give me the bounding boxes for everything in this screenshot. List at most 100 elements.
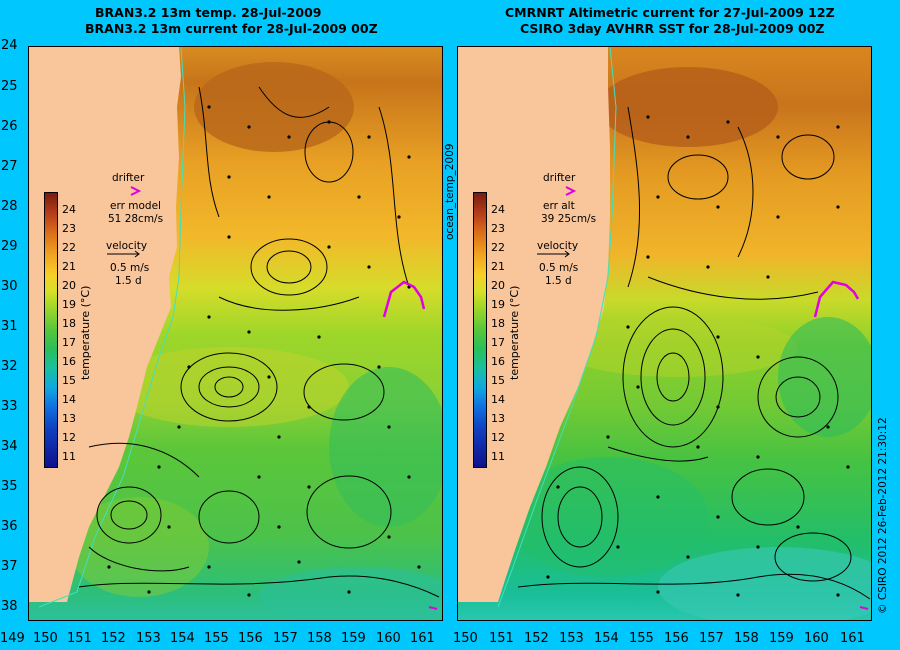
cb-tick: 19 xyxy=(62,298,76,311)
lat-label: 26 xyxy=(1,119,18,134)
lat-label: 32 xyxy=(1,359,18,374)
lon-label: 153 xyxy=(136,631,161,646)
lon-label: 151 xyxy=(67,631,92,646)
cb-tick: 15 xyxy=(491,374,505,387)
middle-label: ocean_temp_2009 xyxy=(444,143,456,240)
cb-tick: 12 xyxy=(62,431,76,444)
lon-label: 153 xyxy=(559,631,584,646)
lat-label: 24 xyxy=(1,38,18,53)
right-map-svg xyxy=(458,47,871,620)
land-mass xyxy=(458,47,610,602)
lon-label: 157 xyxy=(273,631,298,646)
cb-tick: 12 xyxy=(491,431,505,444)
cb-tick: 14 xyxy=(491,393,505,406)
left-title-line2: BRAN3.2 13m current for 28-Jul-2009 00Z xyxy=(85,21,378,36)
left-map-panel xyxy=(28,46,443,621)
left-map-svg xyxy=(29,47,442,620)
cb-tick: 14 xyxy=(62,393,76,406)
lon-label: 158 xyxy=(734,631,759,646)
lat-label: 25 xyxy=(1,79,18,94)
right-velocity-days: 1.5 d xyxy=(545,275,572,287)
right-velocity-label: velocity xyxy=(537,240,579,252)
lon-label: 159 xyxy=(769,631,794,646)
lat-label: 35 xyxy=(1,479,18,494)
left-err-value: 51 28cm/s xyxy=(108,213,164,225)
lon-label: 151 xyxy=(489,631,514,646)
right-map-panel xyxy=(457,46,872,621)
lat-label: 34 xyxy=(1,439,18,454)
lon-label: 155 xyxy=(204,631,229,646)
cb-tick: 23 xyxy=(491,222,505,235)
lon-label: 160 xyxy=(804,631,829,646)
cb-tick: 22 xyxy=(62,241,76,254)
cb-tick: 20 xyxy=(62,279,76,292)
lat-label: 29 xyxy=(1,239,18,254)
right-err-label: err alt xyxy=(543,200,575,212)
lat-label: 38 xyxy=(1,599,18,614)
right-colorbar xyxy=(473,192,487,468)
lon-label: 156 xyxy=(238,631,263,646)
lon-label: 160 xyxy=(376,631,401,646)
cb-tick: 15 xyxy=(62,374,76,387)
cb-tick: 18 xyxy=(491,317,505,330)
cb-tick: 18 xyxy=(62,317,76,330)
cb-tick: 24 xyxy=(62,203,76,216)
right-drifter-label: drifter xyxy=(543,172,576,184)
drifter-legend-arrow xyxy=(565,186,577,196)
right-err-value: 39 25cm/s xyxy=(541,213,597,225)
cb-tick: 23 xyxy=(62,222,76,235)
cb-tick: 22 xyxy=(491,241,505,254)
cb-tick: 20 xyxy=(491,279,505,292)
lon-label: 155 xyxy=(629,631,654,646)
right-colorbar-title: temperature (°C) xyxy=(508,285,521,380)
current-arrow-heads xyxy=(546,115,850,597)
cb-tick: 24 xyxy=(491,203,505,216)
lat-label: 37 xyxy=(1,559,18,574)
cb-tick: 21 xyxy=(62,260,76,273)
lon-label: 157 xyxy=(699,631,724,646)
cb-tick: 13 xyxy=(491,412,505,425)
left-velocity-days: 1.5 d xyxy=(115,275,142,287)
lon-label: 149 xyxy=(0,631,25,646)
lon-label: 154 xyxy=(594,631,619,646)
cb-tick: 11 xyxy=(491,450,505,463)
lat-label: 31 xyxy=(1,319,18,334)
right-velocity-scale: 0.5 m/s xyxy=(539,262,579,274)
left-colorbar-title: temperature (°C) xyxy=(79,285,92,380)
lon-label: 152 xyxy=(101,631,126,646)
left-drifter-label: drifter xyxy=(112,172,145,184)
cb-tick: 11 xyxy=(62,450,76,463)
cb-tick: 16 xyxy=(62,355,76,368)
current-vectors xyxy=(78,86,440,598)
cb-tick: 17 xyxy=(491,336,505,349)
lon-label: 150 xyxy=(453,631,478,646)
right-title-line1: CMRNRT Altimetric current for 27-Jul-200… xyxy=(505,5,835,20)
lon-label: 150 xyxy=(33,631,58,646)
lon-label: 161 xyxy=(840,631,865,646)
right-title-line2: CSIRO 3day AVHRR SST for 28-Jul-2009 00Z xyxy=(520,21,825,36)
left-velocity-scale: 0.5 m/s xyxy=(110,262,150,274)
lat-label: 33 xyxy=(1,399,18,414)
lon-label: 154 xyxy=(170,631,195,646)
left-colorbar xyxy=(44,192,58,468)
cb-tick: 13 xyxy=(62,412,76,425)
left-err-label: err model xyxy=(110,200,161,212)
current-vectors xyxy=(517,106,871,600)
lat-label: 36 xyxy=(1,519,18,534)
cb-tick: 17 xyxy=(62,336,76,349)
lat-label: 30 xyxy=(1,279,18,294)
lon-label: 152 xyxy=(524,631,549,646)
cb-tick: 19 xyxy=(491,298,505,311)
land-mass xyxy=(29,47,181,602)
drifter-track xyxy=(813,280,860,318)
lat-label: 27 xyxy=(1,159,18,174)
left-velocity-label: velocity xyxy=(106,240,148,252)
credit-text: © CSIRO 2012 26-Feb-2012 21:30:12 xyxy=(877,417,889,614)
lon-label: 158 xyxy=(307,631,332,646)
cb-tick: 21 xyxy=(491,260,505,273)
cb-tick: 16 xyxy=(491,355,505,368)
drifter-track xyxy=(382,280,426,318)
lon-label: 161 xyxy=(410,631,435,646)
drifter-legend-arrow xyxy=(130,186,142,196)
current-arrow-heads xyxy=(107,105,421,597)
